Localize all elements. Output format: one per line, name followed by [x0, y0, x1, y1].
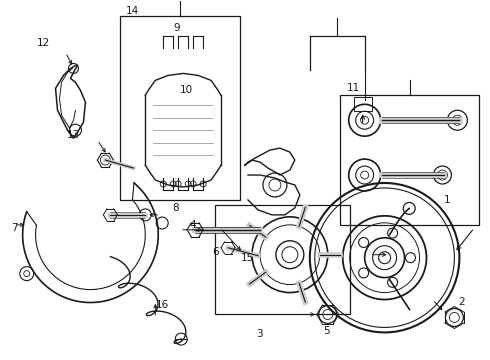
Text: 14: 14 [126, 6, 139, 15]
Text: 2: 2 [458, 297, 465, 306]
Text: 12: 12 [37, 37, 50, 48]
Text: 13: 13 [67, 130, 80, 140]
Text: 1: 1 [444, 195, 451, 205]
Text: 4: 4 [190, 220, 196, 230]
Text: 6: 6 [212, 247, 219, 257]
Text: 5: 5 [323, 327, 330, 336]
Text: 11: 11 [347, 84, 360, 93]
Text: 3: 3 [257, 329, 263, 339]
Text: 9: 9 [173, 23, 179, 33]
Text: 7: 7 [11, 223, 18, 233]
Text: 15: 15 [241, 253, 254, 263]
Bar [215, 205, 350, 315]
Text: 10: 10 [180, 85, 193, 95]
Text: 16: 16 [156, 300, 169, 310]
Bar [340, 95, 479, 225]
Bar [121, 15, 240, 200]
Bar [354, 97, 371, 111]
Text: 8: 8 [172, 203, 178, 213]
